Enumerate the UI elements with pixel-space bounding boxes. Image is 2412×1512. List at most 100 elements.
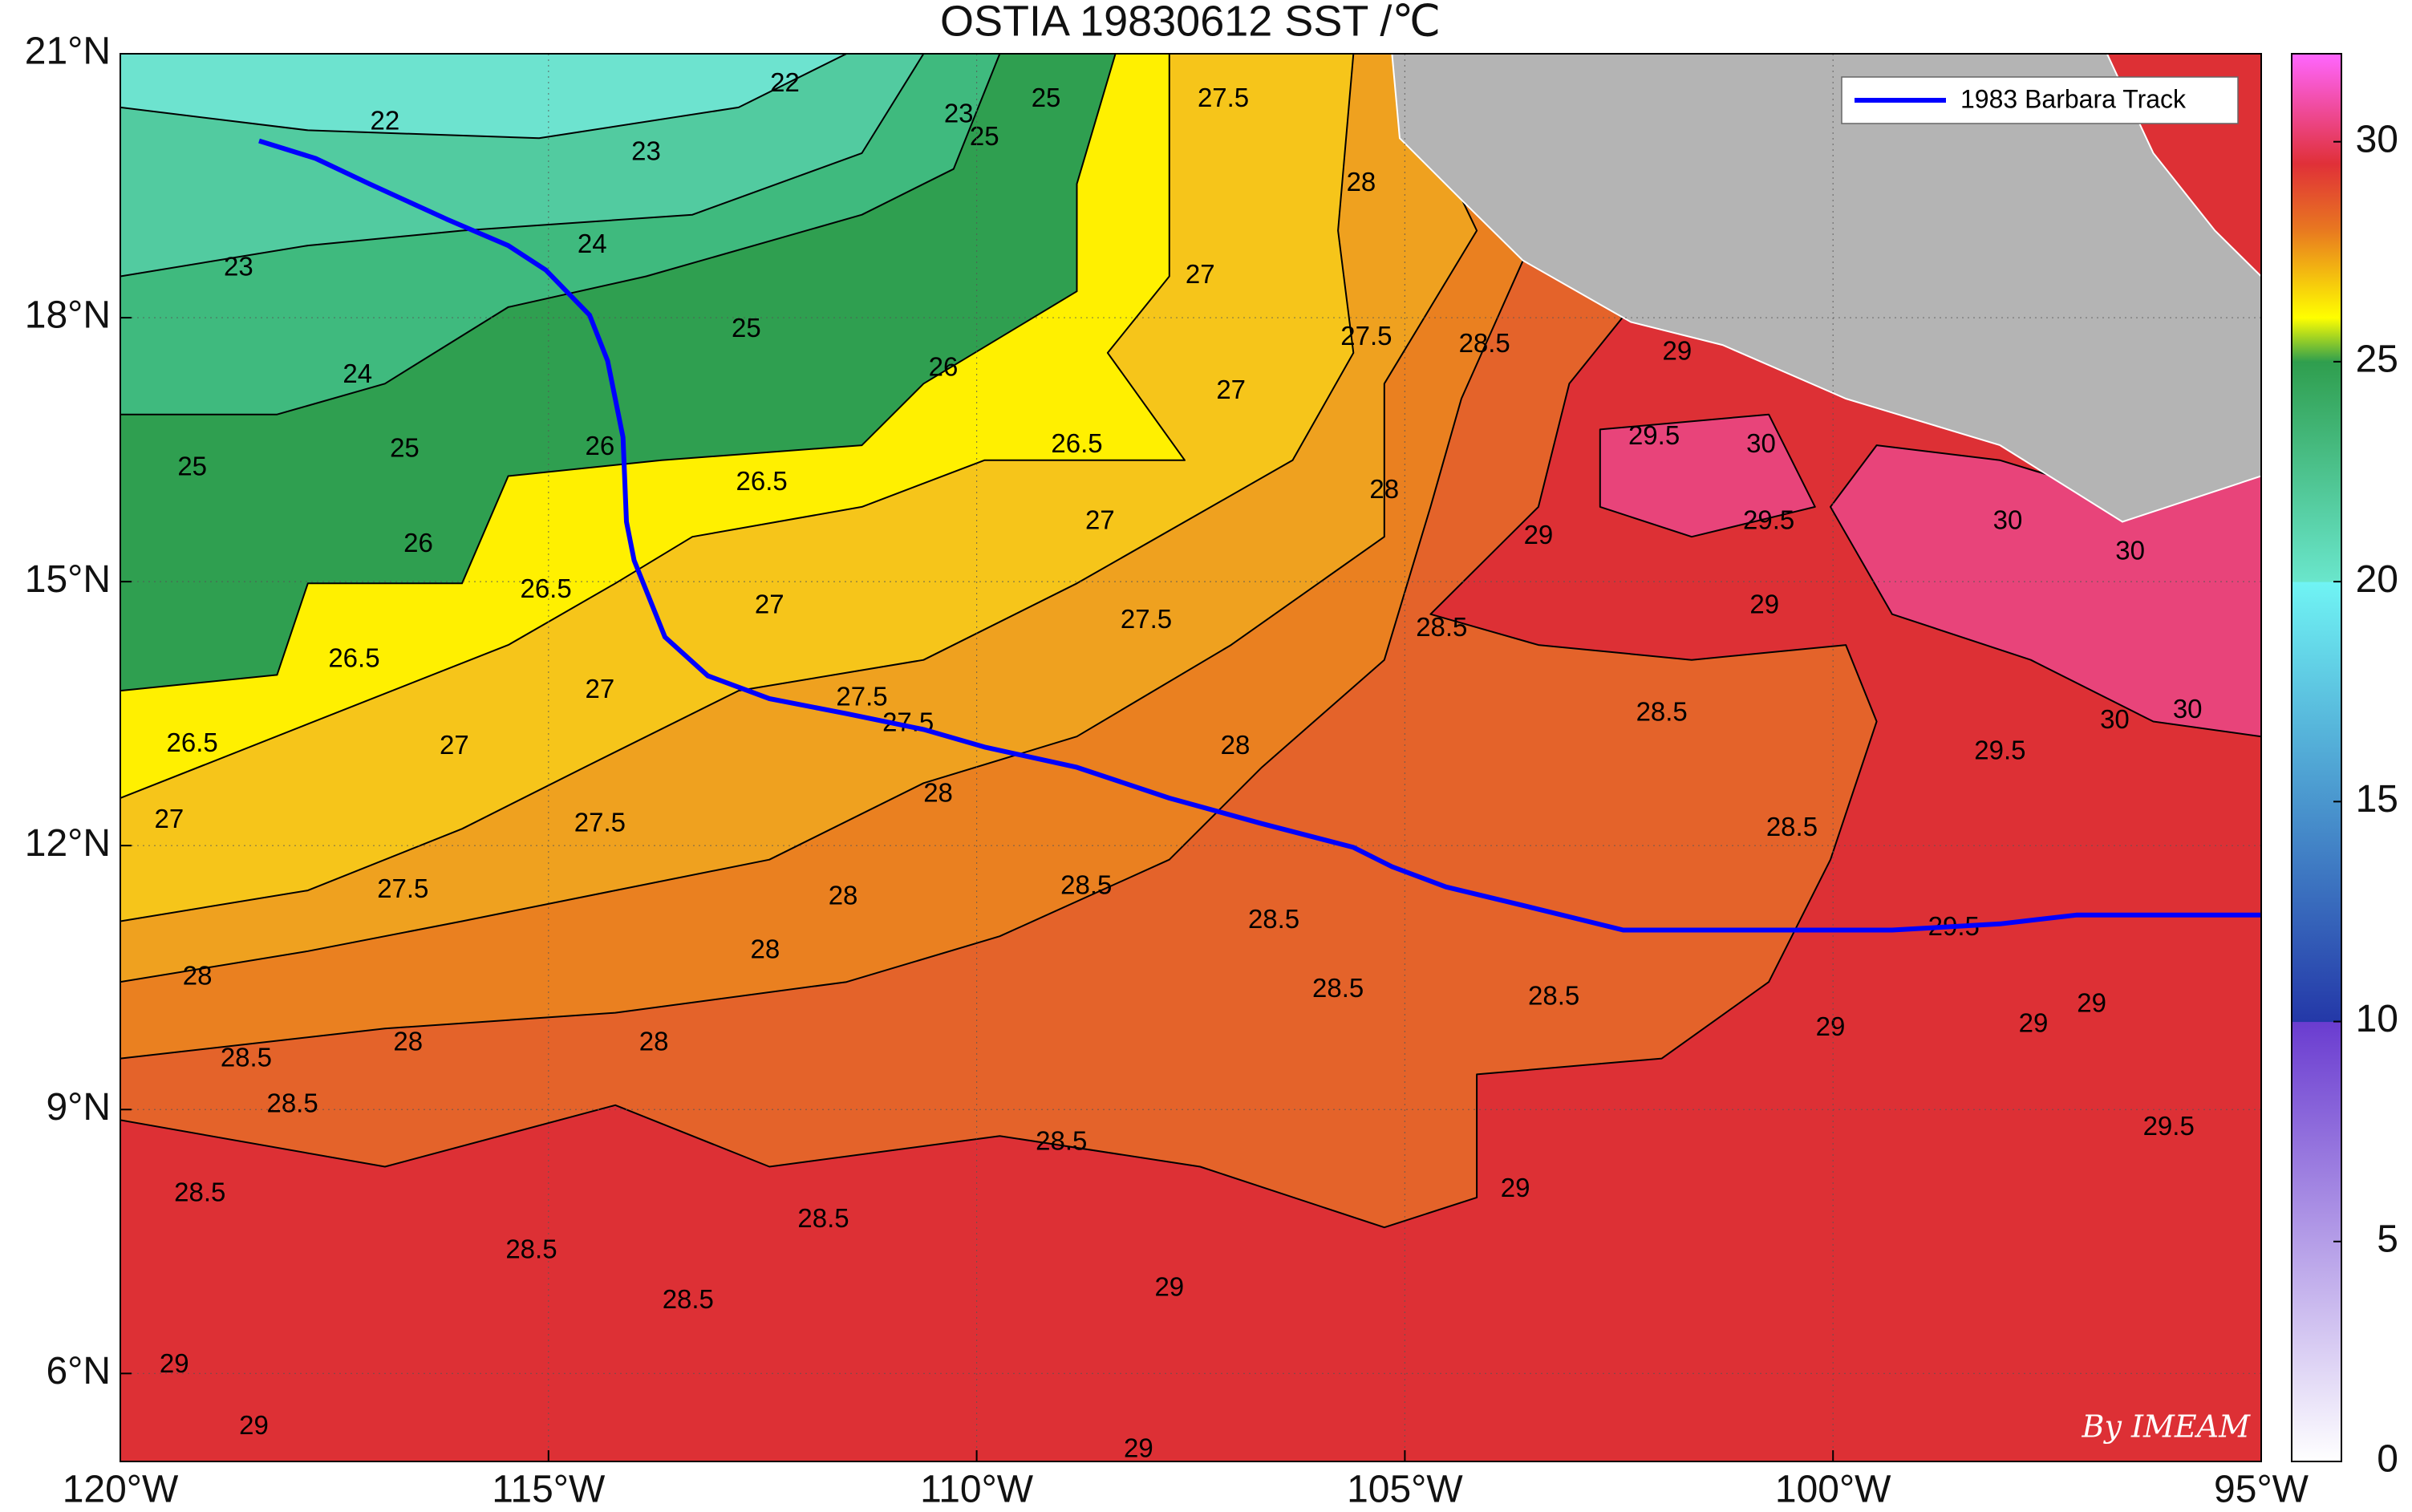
y-tick-label: 6°N [46, 1350, 111, 1392]
contour-label: 26 [585, 431, 614, 460]
colorbar-tick-label: 5 [2377, 1218, 2398, 1260]
x-tick-label: 105°W [1347, 1469, 1463, 1511]
contour-label: 25 [177, 451, 207, 480]
contour-label: 26.5 [520, 574, 571, 603]
colorbar-tick-label: 15 [2356, 778, 2398, 821]
colorbar-segment [2292, 361, 2341, 582]
contour-label: 28 [829, 881, 858, 910]
contour-label: 27.5 [836, 682, 887, 711]
contour-label: 26 [403, 528, 433, 557]
colorbar-tick-label: 20 [2356, 558, 2398, 601]
contour-label: 30 [1993, 505, 2023, 534]
contour-label: 28.5 [266, 1088, 318, 1117]
y-tick-label: 12°N [25, 822, 111, 865]
contour-label: 27.5 [1340, 321, 1392, 351]
contour-label: 27.5 [574, 808, 626, 837]
colorbar-segment [2292, 582, 2341, 1023]
colorbar-tick-label: 30 [2356, 118, 2398, 160]
colorbar-segment [2292, 164, 2341, 230]
colorbar-tick-label: 10 [2356, 998, 2398, 1040]
contour-label: 23 [224, 251, 253, 281]
contour-label: 27 [585, 674, 614, 703]
contour-label: 22 [770, 67, 800, 97]
x-tick-label: 110°W [920, 1469, 1034, 1511]
contour-label: 29 [2077, 987, 2106, 1017]
contour-label: 29 [1816, 1011, 1846, 1041]
contour-label: 28 [751, 934, 780, 964]
contour-label: 29.5 [1974, 736, 2025, 765]
contour-label: 28 [1221, 730, 1251, 760]
contour-label: 28.5 [1528, 981, 1579, 1011]
contour-label: 27.5 [1198, 83, 1249, 112]
contour-label: 28.5 [663, 1284, 714, 1314]
x-tick-label: 120°W [63, 1469, 179, 1511]
x-tick-label: 115°W [492, 1469, 606, 1511]
contour-label: 26.5 [167, 728, 218, 757]
contour-label: 25 [970, 121, 999, 151]
colorbar-frame [2291, 53, 2342, 1462]
contour-label: 27 [1186, 259, 1215, 289]
contour-label: 29 [1154, 1272, 1184, 1302]
contour-label: 28.5 [1248, 904, 1299, 934]
colorbar-segment [2292, 54, 2341, 164]
contour-label: 24 [343, 359, 372, 388]
contour-label: 23 [631, 136, 661, 166]
contour-label: 25 [732, 313, 761, 343]
colorbar-segment [2292, 318, 2341, 363]
contour-label: 28 [639, 1027, 669, 1056]
contour-label: 26.5 [736, 466, 788, 496]
contour-label: 29.5 [2143, 1111, 2195, 1141]
contour-label: 23 [944, 99, 974, 128]
contour-label: 28.5 [1636, 696, 1688, 726]
watermark: By IMEAM [2082, 1409, 2252, 1445]
contour-label: 28 [1369, 474, 1399, 504]
contour-label: 28.5 [797, 1203, 849, 1233]
contour-label: 26 [929, 351, 959, 381]
contour-label: 28.5 [1416, 612, 1467, 642]
land [1391, 54, 2261, 523]
contour-label: 29 [1501, 1173, 1530, 1202]
sst-field: 22222323242425252523252526262626.526.526… [120, 54, 2261, 1462]
contour-label: 29 [1749, 590, 1779, 619]
contour-label: 29 [2019, 1008, 2049, 1038]
contour-label: 27 [154, 804, 184, 833]
contour-label: 28.5 [1060, 870, 1112, 899]
contour-label: 27.5 [1121, 604, 1172, 634]
y-tick-label: 15°N [25, 558, 111, 601]
contour-label: 28 [923, 777, 953, 807]
contour-label: 29 [1663, 336, 1692, 366]
contour-label: 26.5 [328, 642, 379, 672]
contour-label: 29 [1124, 1433, 1153, 1462]
contour-label: 30 [2115, 536, 2145, 565]
contour-label: 29.5 [1628, 420, 1680, 450]
contour-label: 28.5 [1036, 1126, 1087, 1156]
contour-label: 28.5 [1312, 973, 1364, 1003]
contour-label: 26.5 [1051, 428, 1102, 458]
contour-label: 25 [1032, 83, 1061, 112]
contour-label: 28.5 [505, 1234, 557, 1264]
contour-label: 29 [239, 1410, 269, 1440]
x-tick-label: 95°W [2214, 1469, 2309, 1511]
contour-label: 25 [390, 432, 420, 462]
sst-zone [1599, 413, 1816, 538]
contour-label: 28 [393, 1027, 423, 1056]
y-tick-label: 9°N [46, 1086, 111, 1129]
contour-label: 28.5 [1766, 812, 1818, 841]
map-frame [120, 53, 2262, 1462]
x-tick-label: 100°W [1775, 1469, 1891, 1511]
contour-label: 28.5 [174, 1177, 225, 1206]
contour-label: 28 [183, 960, 213, 990]
contour-label: 27.5 [377, 874, 428, 903]
contour-label: 28 [1347, 167, 1376, 197]
contour-label: 29.5 [1743, 505, 1794, 534]
contour-label: 28.5 [221, 1042, 272, 1072]
contour-label: 27 [440, 730, 469, 760]
contour-label: 28.5 [1459, 328, 1510, 358]
sst-zone [120, 54, 848, 140]
contour-label: 30 [2173, 694, 2203, 724]
contour-label: 29 [160, 1348, 189, 1378]
colorbar-segment [2292, 1021, 2341, 1462]
colorbar-segment [2292, 229, 2341, 318]
contour-label: 30 [2100, 704, 2130, 734]
y-tick-label: 18°N [25, 294, 111, 337]
